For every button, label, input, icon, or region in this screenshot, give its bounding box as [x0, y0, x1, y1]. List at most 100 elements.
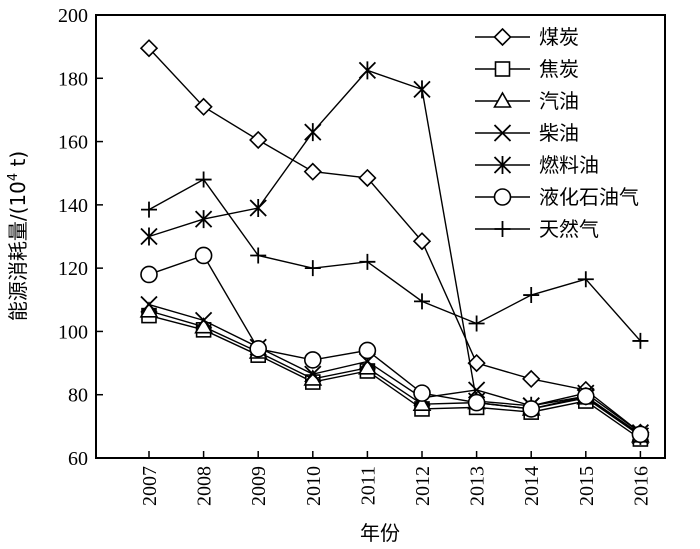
y-axis-title-main: 能源消耗量/(10: [6, 181, 30, 321]
legend-label: 煤炭: [539, 25, 579, 49]
data-point: [631, 425, 650, 444]
data-point: [303, 351, 322, 369]
data-point: [358, 358, 377, 375]
y-tick-label: 160: [58, 132, 88, 154]
x-tick-label: 2012: [412, 466, 434, 506]
y-axis-title-unit: t): [6, 151, 30, 173]
legend-label: 液化石油气: [539, 185, 639, 209]
series-line: [148, 303, 641, 434]
legend-item: 汽油: [475, 89, 579, 113]
legend-item: 天然气: [475, 217, 599, 241]
data-point: [577, 271, 594, 288]
series-line: [148, 47, 641, 434]
legend-item: 煤炭: [475, 25, 579, 49]
data-point: [304, 260, 321, 277]
plot-frame: [95, 14, 666, 459]
x-tick-label: 2013: [467, 466, 489, 506]
series-1: [139, 39, 650, 442]
data-point: [522, 400, 541, 418]
data-point: [467, 353, 486, 373]
y-axis-title-superscript: 4: [6, 173, 21, 181]
x-axis-ticks: 2007 2008 2009 2010 2011 2012 2013 2014 2015 2016: [139, 451, 652, 506]
y-tick-label: 200: [58, 5, 88, 27]
data-point: [194, 210, 213, 229]
data-point: [249, 340, 268, 358]
data-point: [304, 123, 322, 142]
x-tick-label: 2010: [303, 466, 325, 506]
legend-marker: [493, 91, 512, 108]
series-6: [140, 246, 650, 444]
data-point: [522, 369, 541, 389]
y-tick-label: 120: [58, 258, 88, 280]
series-2: [141, 307, 649, 447]
x-tick-label: 2008: [194, 466, 216, 506]
legend-item: 液化石油气: [475, 185, 639, 209]
legend-label: 燃料油: [539, 153, 599, 177]
legend-marker: [493, 188, 512, 206]
x-axis-title: 年份: [360, 521, 400, 545]
legend-marker: [493, 124, 512, 142]
data-point: [304, 365, 322, 383]
legend-label: 焦炭: [539, 57, 579, 81]
y-tick-label: 60: [68, 448, 88, 470]
data-point: [413, 80, 431, 99]
data-point: [249, 130, 268, 150]
legend-label: 汽油: [539, 89, 579, 113]
y-tick-label: 140: [58, 195, 88, 217]
data-point: [139, 301, 159, 318]
legend-marker: [493, 27, 512, 47]
data-point: [358, 341, 377, 360]
data-point: [303, 162, 322, 181]
y-tick-label: 80: [68, 385, 88, 407]
legend-marker: [494, 61, 511, 77]
data-point: [194, 311, 213, 329]
data-point: [576, 387, 595, 406]
x-tick-label: 2014: [521, 466, 543, 506]
data-point: [140, 295, 158, 314]
data-point: [141, 201, 157, 218]
data-point: [412, 394, 432, 412]
data-point: [413, 384, 431, 402]
data-point: [195, 171, 212, 188]
data-point: [194, 246, 213, 265]
series-4: [140, 295, 650, 442]
data-point: [139, 39, 159, 58]
y-axis-title: 能源消耗量/(104 t): [6, 151, 30, 321]
legend-item: 焦炭: [475, 57, 579, 81]
y-tick-label: 100: [58, 321, 88, 343]
legend-label: 柴油: [539, 121, 579, 145]
y-tick-label: 180: [58, 68, 88, 90]
data-point: [632, 332, 649, 349]
data-point: [194, 97, 213, 116]
legend-item: 柴油: [475, 121, 579, 145]
data-point: [468, 315, 485, 332]
series-line: [148, 254, 641, 435]
legend-marker: [493, 156, 512, 174]
data-point: [140, 227, 158, 246]
data-point: [523, 287, 540, 304]
legend-label: 天然气: [539, 217, 599, 241]
series-line: [148, 310, 641, 437]
legend-marker: [494, 221, 511, 237]
series-layer: [139, 39, 650, 447]
data-point: [249, 199, 267, 218]
x-tick-label: 2015: [576, 466, 598, 506]
x-tick-label: 2011: [357, 466, 379, 505]
data-point: [358, 61, 377, 80]
x-tick-label: 2009: [248, 466, 270, 506]
data-point: [412, 232, 432, 251]
data-point: [358, 168, 377, 188]
data-point: [467, 393, 486, 412]
data-point: [359, 253, 376, 270]
data-point: [250, 247, 267, 264]
series-line: [148, 314, 641, 440]
x-tick-label: 2016: [630, 466, 652, 506]
data-point: [140, 265, 158, 284]
series-7: [141, 171, 649, 349]
data-point: [194, 317, 213, 334]
legend-item: 燃料油: [475, 153, 599, 177]
y-axis-ticks: 60 80 100 120 140 160 180 200: [58, 5, 103, 470]
series-line: [148, 178, 641, 342]
